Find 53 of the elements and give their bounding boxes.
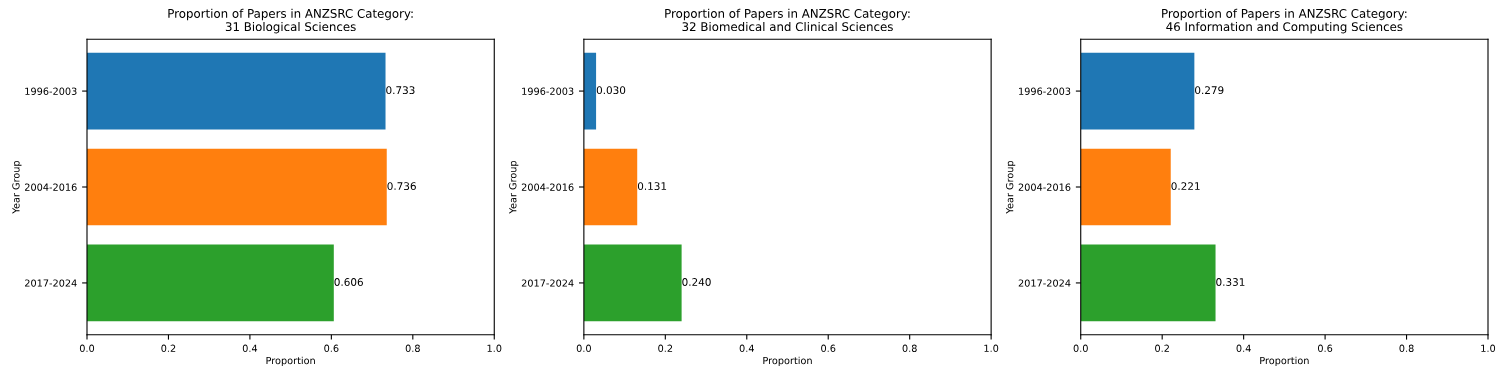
data-label: 0.279: [1195, 86, 1224, 95]
y-tick-label: 2017-2024: [1018, 279, 1071, 287]
x-tick-label: 0.0: [576, 344, 591, 352]
data-label: 0.240: [682, 278, 711, 286]
y-tick-label: 2004-2016: [1018, 183, 1071, 191]
x-tick-label: 0.6: [1318, 344, 1333, 352]
x-axis-title: Proportion: [266, 356, 315, 367]
x-tick-label: 0.6: [821, 344, 836, 352]
data-label: 0.606: [334, 278, 363, 286]
x-tick-label: 1.0: [487, 344, 502, 352]
bar: [87, 148, 387, 226]
data-label: 0.131: [637, 182, 667, 191]
x-tick-label: 0.6: [324, 344, 339, 352]
x-tick-label: 0.8: [902, 344, 917, 352]
data-label: 0.736: [387, 182, 416, 191]
x-tick-label: 0.2: [658, 344, 673, 352]
data-label: 0.733: [386, 86, 415, 95]
bar: [87, 244, 334, 322]
y-axis-title: Year Group: [1006, 160, 1016, 214]
bar: [87, 52, 386, 130]
x-tick-label: 0.2: [161, 344, 176, 352]
y-tick-label: 1996-2003: [522, 87, 574, 95]
chart-title: Proportion of Papers in ANZSRC Category: 46 Information and Computing Sciences: [1162, 8, 1407, 34]
chart-title: Proportion of Papers in ANZSRC Category: 32 Biomedical and Clinical Sciences: [665, 8, 910, 32]
x-axis-title: Proportion: [1260, 356, 1309, 367]
chart-title: Proportion of Papers in ANZSRC Category: 31 Biological Sciences: [168, 8, 413, 34]
x-tick-label: 1.0: [1481, 344, 1496, 352]
y-tick-label: 2004-2016: [521, 183, 574, 191]
x-tick-label: 0.0: [79, 344, 95, 352]
x-tick-label: 0.0: [1073, 344, 1088, 352]
bar: [583, 244, 682, 322]
data-label: 0.331: [1216, 278, 1245, 286]
data-label: 0.030: [596, 86, 626, 95]
x-tick-label: 0.4: [1236, 344, 1251, 352]
bar: [1080, 244, 1216, 322]
y-tick-label: 2017-2024: [25, 279, 77, 287]
bar: [583, 148, 638, 226]
y-axis-title: Year Group: [509, 160, 519, 214]
x-tick-label: 0.4: [739, 344, 754, 352]
bar: [1080, 52, 1195, 130]
x-axis-title: Proportion: [763, 356, 812, 367]
y-tick-label: 2004-2016: [25, 183, 77, 191]
y-tick-label: 1996-2003: [25, 87, 77, 95]
x-tick-label: 0.2: [1155, 344, 1169, 352]
data-label: 0.221: [1171, 182, 1200, 191]
y-tick-label: 1996-2003: [1019, 87, 1071, 95]
x-tick-label: 1.0: [984, 344, 999, 352]
x-tick-label: 0.8: [1399, 344, 1414, 352]
y-axis-title: Year Group: [12, 160, 22, 214]
x-tick-label: 0.8: [405, 344, 420, 352]
y-tick-label: 2017-2024: [521, 279, 574, 287]
bar: [1080, 148, 1171, 226]
x-tick-label: 0.4: [242, 344, 258, 352]
